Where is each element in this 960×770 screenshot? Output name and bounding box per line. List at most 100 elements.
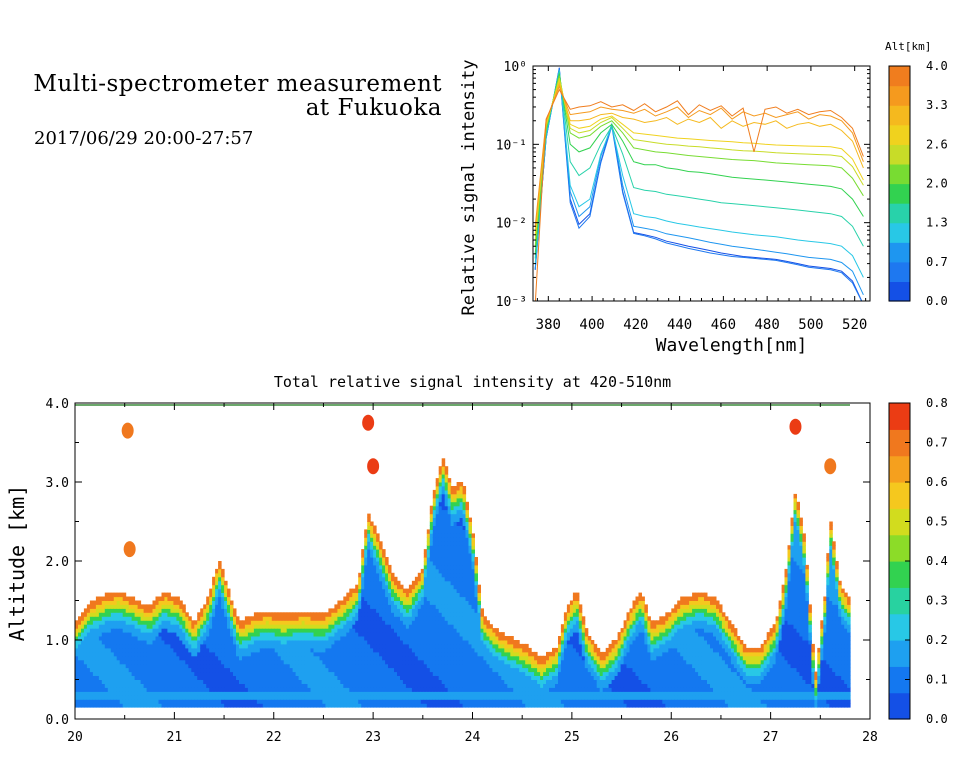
heatmap-cell xyxy=(146,659,151,665)
heatmap-cell xyxy=(370,557,374,562)
heatmap-cell xyxy=(89,663,94,669)
heatmap-cell xyxy=(164,636,168,641)
heatmap-cell xyxy=(358,691,362,696)
heatmap-cell xyxy=(474,703,478,708)
heatmap-cell xyxy=(143,703,148,708)
heatmap-cell xyxy=(385,624,389,629)
heatmap-cell xyxy=(131,620,136,625)
heatmap-cell xyxy=(397,604,401,609)
heatmap-cell xyxy=(486,628,490,633)
heatmap-cell xyxy=(325,679,329,684)
heatmap-cell xyxy=(98,628,103,633)
heatmap-cell xyxy=(146,640,151,645)
heatmap-cell xyxy=(253,612,258,617)
heatmap-cell xyxy=(274,659,279,665)
heatmap-cell xyxy=(432,533,437,538)
heatmap-cell xyxy=(95,600,100,605)
heatmap-cell xyxy=(546,663,550,669)
heatmap-cell xyxy=(218,651,222,657)
heatmap-cell xyxy=(215,588,219,593)
heatmap-cell xyxy=(408,596,413,601)
heatmap-cell xyxy=(510,703,514,708)
heatmap-cell xyxy=(110,691,115,696)
heatmap-cell xyxy=(319,687,323,692)
heatmap-cell xyxy=(325,620,329,625)
heatmap-cell xyxy=(119,640,124,645)
heatmap-cell xyxy=(221,592,225,598)
heatmap-cell xyxy=(289,636,294,641)
heatmap-cell xyxy=(364,659,368,665)
heatmap-cell xyxy=(221,572,225,578)
heatmap-cell xyxy=(301,671,306,676)
heatmap-cell xyxy=(352,687,356,692)
heatmap-cell xyxy=(98,683,103,688)
heatmap-cell xyxy=(104,687,109,692)
heatmap-cell xyxy=(194,687,198,692)
heatmap-cell xyxy=(116,640,121,645)
heatmap-cell xyxy=(417,612,422,617)
heatmap-cell xyxy=(432,505,437,511)
heatmap-cell xyxy=(358,699,362,704)
heatmap-cell xyxy=(331,647,335,653)
heatmap-cell xyxy=(459,628,464,633)
heatmap-cell xyxy=(337,600,341,605)
heatmap-cell xyxy=(310,683,314,688)
heatmap-cell xyxy=(200,651,204,657)
heatmap-cell xyxy=(432,513,437,518)
heatmap-cell xyxy=(89,671,94,676)
heatmap-cell xyxy=(447,513,452,518)
heatmap-cell xyxy=(134,663,139,669)
heatmap-cell xyxy=(313,643,317,649)
heatmap-cell xyxy=(230,675,234,680)
heatmap-cell xyxy=(444,703,449,708)
heatmap-cell xyxy=(423,691,428,696)
heatmap-cell xyxy=(558,651,562,657)
heatmap-cell xyxy=(161,703,165,708)
heatmap-cell xyxy=(465,643,469,649)
heatmap-cell xyxy=(340,687,344,692)
heatmap-cell xyxy=(486,687,490,692)
heatmap-cell xyxy=(233,663,237,669)
heatmap-cell xyxy=(274,620,279,625)
heatmap-cell xyxy=(110,636,115,641)
heatmap-cell xyxy=(116,683,121,688)
heatmap-cell xyxy=(462,624,467,629)
heatmap-cell xyxy=(349,699,353,704)
heatmap-cell xyxy=(510,667,514,673)
heatmap-cell xyxy=(78,699,82,704)
heatmap-cell xyxy=(191,651,195,657)
heatmap-cell xyxy=(516,667,520,673)
heatmap-cell xyxy=(81,620,85,625)
heatmap-cell xyxy=(179,636,183,641)
heatmap-cell xyxy=(432,501,437,507)
heatmap-cell xyxy=(468,557,472,562)
heatmap-cell xyxy=(352,624,356,629)
heatmap-cell xyxy=(203,651,207,657)
heatmap-cell xyxy=(367,584,371,590)
heatmap-cell xyxy=(373,525,377,530)
heatmap-cell xyxy=(92,612,97,617)
heatmap-cell xyxy=(492,628,496,633)
heatmap-cell xyxy=(292,695,297,700)
heatmap-cell xyxy=(194,651,198,657)
heatmap-cell xyxy=(432,675,437,680)
heatmap-cell xyxy=(426,703,431,708)
spectrum-series-2 xyxy=(534,69,864,296)
heatmap-cell xyxy=(474,608,478,613)
heatmap-cell xyxy=(227,604,231,609)
heatmap-cell xyxy=(265,663,270,669)
heatmap-cell xyxy=(200,659,204,665)
heatmap-cell xyxy=(161,691,165,696)
heatmap-cell xyxy=(212,596,216,601)
heatmap-cell xyxy=(438,557,443,562)
heatmap-cell xyxy=(558,683,562,688)
heatmap-cell xyxy=(122,643,127,649)
heatmap-cell xyxy=(262,691,267,696)
heatmap-cell xyxy=(131,632,136,637)
heatmap-cell xyxy=(364,695,368,700)
heatmap-cell xyxy=(376,604,380,609)
heatmap-cell xyxy=(456,584,461,590)
heatmap-cell xyxy=(137,640,142,645)
heatmap-cell xyxy=(549,695,553,700)
heatmap-cell xyxy=(167,616,171,621)
